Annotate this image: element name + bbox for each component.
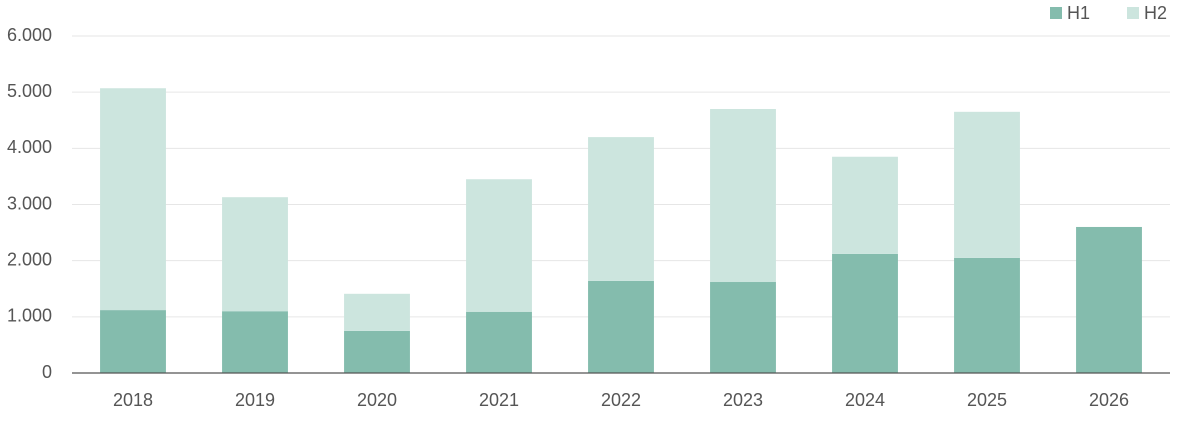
y-tick-label: 6.000 [7, 25, 52, 45]
y-tick-label: 1.000 [7, 306, 52, 326]
x-tick-label: 2020 [357, 390, 397, 410]
bar-segment [344, 330, 410, 373]
y-tick-label: 2.000 [7, 249, 52, 269]
y-tick-label: 4.000 [7, 137, 52, 157]
y-tick-label: 0 [42, 362, 52, 382]
bar-segment [222, 197, 288, 312]
y-tick-label: 3.000 [7, 193, 52, 213]
bar-segment [832, 253, 898, 373]
y-tick-label: 5.000 [7, 81, 52, 101]
x-tick-label: 2019 [235, 390, 275, 410]
bar-segment [466, 311, 532, 373]
x-tick-label: 2023 [723, 390, 763, 410]
x-tick-label: 2026 [1089, 390, 1129, 410]
bar-segment [1076, 226, 1142, 373]
legend-swatch [1127, 7, 1139, 19]
bar-segment [466, 179, 532, 312]
bar-segment [954, 257, 1020, 373]
bar-segment [832, 156, 898, 254]
bar-segment [710, 282, 776, 373]
bar-segment [710, 109, 776, 283]
x-tick-label: 2021 [479, 390, 519, 410]
bar-segment [222, 311, 288, 373]
bar-segment [588, 137, 654, 281]
bar-segment [100, 88, 166, 311]
x-tick-label: 2025 [967, 390, 1007, 410]
legend-swatch [1050, 7, 1062, 19]
bar-segment [100, 310, 166, 373]
legend-label: H2 [1144, 3, 1167, 23]
x-tick-label: 2022 [601, 390, 641, 410]
bar-segment [344, 293, 410, 331]
bar-segment [588, 280, 654, 373]
x-tick-label: 2018 [113, 390, 153, 410]
x-tick-label: 2024 [845, 390, 885, 410]
bar-segment [954, 111, 1020, 258]
legend-label: H1 [1067, 3, 1090, 23]
